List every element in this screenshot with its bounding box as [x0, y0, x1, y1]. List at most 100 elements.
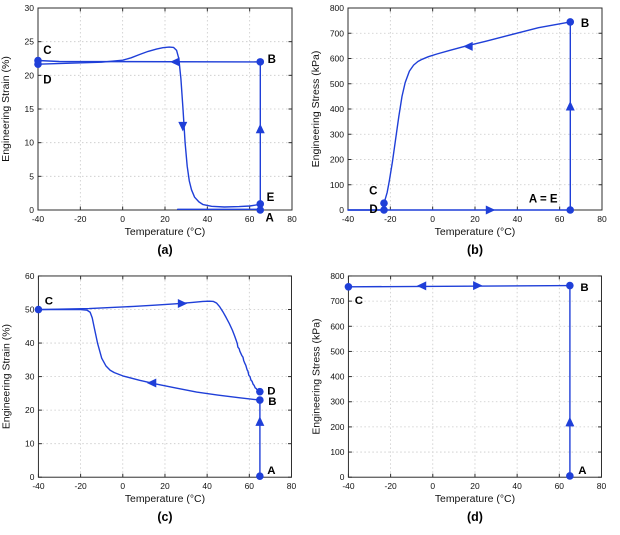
direction-arrow-up: [565, 100, 575, 111]
direction-arrow-up: [255, 416, 265, 426]
subplot-caption: (a): [157, 243, 172, 257]
x-tick-label: -40: [342, 481, 355, 491]
x-tick-label: 40: [203, 214, 213, 224]
x-tick-label: -40: [32, 481, 45, 491]
y-tick-label: 0: [30, 472, 35, 482]
direction-arrow-left: [416, 281, 427, 291]
series-cooling-B-C: [37, 308, 261, 401]
point-marker-B: [256, 396, 264, 404]
subplot-b: -40 -20 0 20 40 60 80 0 100 200 300 400 500 600 700 800…: [310, 0, 620, 268]
y-tick-label: 700: [330, 296, 344, 306]
x-tick-label: 0: [430, 214, 435, 224]
y-tick-label: 30: [25, 3, 35, 13]
point-label-B: B: [268, 54, 276, 66]
series-cooling-B-C: [383, 21, 571, 204]
y-tick-label: 0: [29, 205, 34, 215]
y-tick-label: 800: [330, 271, 344, 281]
y-tick-label: 40: [25, 338, 35, 348]
subplot-d-svg: -40 -20 0 20 40 60 800100200300400500600700800…: [312, 271, 607, 524]
x-axis-label: Temperature (°C): [125, 226, 206, 238]
y-tick-label: 5: [29, 171, 34, 181]
point-marker-B: [256, 58, 265, 66]
x-tick-label: 0: [120, 481, 125, 491]
point-marker-A: [256, 472, 264, 480]
x-tick-label: -20: [384, 214, 397, 224]
direction-arrow-right: [473, 281, 483, 291]
point-marker-D: [34, 60, 42, 69]
subplot-a-svg: -40 -20 0 20 40 60 80 0 5 10 15 20 25 30 Temperature (…: [0, 3, 297, 257]
direction-arrow-right: [177, 298, 188, 308]
x-tick-label: 20: [160, 481, 170, 491]
subplot-c-svg: -40 -20 0 20 40 60 80 0 10 20 30 40 50 60 Temperature …: [2, 271, 297, 524]
direction-arrow-right: [485, 205, 496, 215]
point-label-C: C: [355, 295, 363, 307]
point-marker-C: [380, 199, 388, 207]
series-cooling-B-C-and-back: [347, 284, 571, 288]
point-marker-A: [256, 206, 265, 214]
x-tick-label: -20: [385, 481, 398, 491]
direction-arrow-left: [463, 41, 473, 51]
subplot-a: -40 -20 0 20 40 60 80 0 5 10 15 20 25 30 Temperature (…: [0, 0, 310, 268]
y-tick-label: 200: [330, 422, 344, 432]
x-tick-label: 80: [287, 214, 297, 224]
point-label-B: B: [268, 396, 276, 408]
subplot-caption: (d): [467, 510, 483, 524]
x-tick-label: 80: [597, 214, 607, 224]
point-marker-B: [566, 281, 574, 290]
direction-arrow-left: [170, 57, 180, 67]
subplot-caption: (b): [467, 243, 483, 257]
subplot-c: -40 -20 0 20 40 60 80 0 10 20 30 40 50 60 Temperature …: [0, 268, 310, 535]
x-tick-label: 60: [555, 481, 565, 491]
x-tick-label: 80: [287, 481, 297, 491]
point-label-B: B: [581, 18, 589, 30]
x-tick-label: 80: [597, 481, 607, 491]
y-tick-label: 800: [330, 3, 344, 13]
point-marker-D: [380, 206, 388, 214]
y-tick-label: 400: [330, 104, 344, 114]
direction-arrow-left: [146, 378, 157, 388]
x-tick-label: 60: [555, 214, 565, 224]
point-marker-B: [566, 18, 575, 26]
y-tick-label: 50: [25, 305, 35, 315]
x-tick-label: 0: [120, 214, 125, 224]
point-label-D: D: [267, 386, 275, 398]
y-tick-label: 600: [330, 54, 344, 64]
x-tick-label: -20: [75, 481, 88, 491]
point-label-C: C: [45, 295, 53, 307]
direction-arrow-up: [255, 123, 265, 134]
y-tick-label: 0: [340, 472, 345, 482]
series-heating-D-E: [37, 46, 261, 208]
x-axis-label: Temperature (°C): [125, 494, 205, 505]
point-label-A: A: [266, 212, 274, 224]
y-tick-label: 100: [330, 447, 344, 457]
y-axis-label: Engineering Stress (kPa): [310, 51, 322, 168]
point-label-B: B: [580, 282, 588, 294]
y-tick-label: 500: [330, 79, 344, 89]
x-tick-label: 60: [245, 214, 255, 224]
x-tick-label: 20: [470, 481, 480, 491]
point-label-A: A: [267, 465, 275, 477]
x-axis-label: Temperature (°C): [435, 494, 515, 505]
y-tick-label: 400: [330, 372, 344, 382]
series-cooling-B-C: [37, 59, 261, 63]
subplot-b-svg: -40 -20 0 20 40 60 800100200300400500600700800…: [310, 3, 607, 257]
direction-arrow-up: [565, 416, 575, 427]
point-marker-D: [256, 387, 264, 396]
y-tick-label: 60: [25, 271, 35, 281]
x-tick-label: -40: [342, 214, 355, 224]
x-tick-label: -40: [32, 214, 45, 224]
y-tick-label: 25: [25, 37, 35, 47]
y-tick-label: 300: [330, 129, 344, 139]
point-label-D: D: [43, 74, 51, 86]
y-tick-label: 20: [25, 405, 35, 415]
y-tick-label: 10: [25, 439, 35, 449]
point-label-D: D: [369, 204, 377, 216]
point-label-E: E: [267, 192, 275, 204]
subplot-d: -40 -20 0 20 40 60 80 0 100 200 300 400 500 600 700 800…: [310, 268, 620, 535]
y-tick-label: 10: [25, 138, 35, 148]
y-tick-label: 500: [330, 346, 344, 356]
x-tick-label: 40: [512, 481, 522, 491]
x-tick-label: 40: [202, 481, 212, 491]
x-axis-label: Temperature (°C): [435, 226, 516, 238]
